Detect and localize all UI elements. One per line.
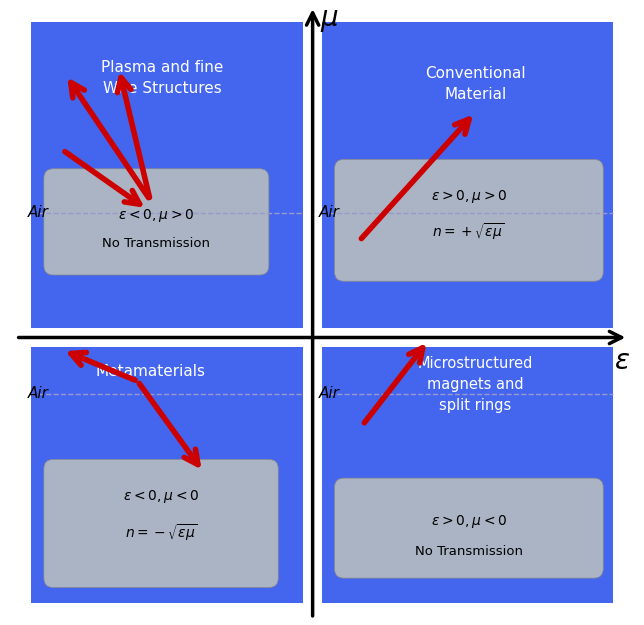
Text: Plasma and fine
Wire Structures: Plasma and fine Wire Structures xyxy=(102,60,224,96)
FancyBboxPatch shape xyxy=(334,478,603,578)
Text: $n = +\sqrt{\varepsilon\mu}$: $n = +\sqrt{\varepsilon\mu}$ xyxy=(432,221,506,242)
Bar xyxy=(32,22,303,328)
Text: Air: Air xyxy=(319,205,340,220)
Bar xyxy=(322,22,612,328)
Text: $\varepsilon$: $\varepsilon$ xyxy=(614,347,630,375)
Text: No Transmission: No Transmission xyxy=(415,546,523,558)
Text: No Transmission: No Transmission xyxy=(102,238,211,250)
Text: $\varepsilon < 0, \mu < 0$: $\varepsilon < 0, \mu < 0$ xyxy=(123,488,200,506)
Text: $n = -\sqrt{\varepsilon\mu}$: $n = -\sqrt{\varepsilon\mu}$ xyxy=(125,522,198,543)
Text: Air: Air xyxy=(28,386,49,401)
Text: $\varepsilon > 0, \mu > 0$: $\varepsilon > 0, \mu > 0$ xyxy=(431,188,507,206)
Text: Microstructured
magnets and
split rings: Microstructured magnets and split rings xyxy=(417,356,533,413)
Bar xyxy=(32,347,303,603)
Bar xyxy=(322,347,612,603)
FancyBboxPatch shape xyxy=(334,159,603,281)
Text: Air: Air xyxy=(319,386,340,401)
Text: $\varepsilon < 0, \mu > 0$: $\varepsilon < 0, \mu > 0$ xyxy=(118,207,194,224)
Text: Conventional
Material: Conventional Material xyxy=(425,66,526,102)
FancyBboxPatch shape xyxy=(44,169,269,275)
Text: Air: Air xyxy=(28,205,49,220)
Text: Metamaterials: Metamaterials xyxy=(95,364,205,379)
FancyBboxPatch shape xyxy=(44,459,278,588)
Text: $\varepsilon > 0, \mu < 0$: $\varepsilon > 0, \mu < 0$ xyxy=(431,513,507,531)
Text: $\mu$: $\mu$ xyxy=(320,6,339,34)
